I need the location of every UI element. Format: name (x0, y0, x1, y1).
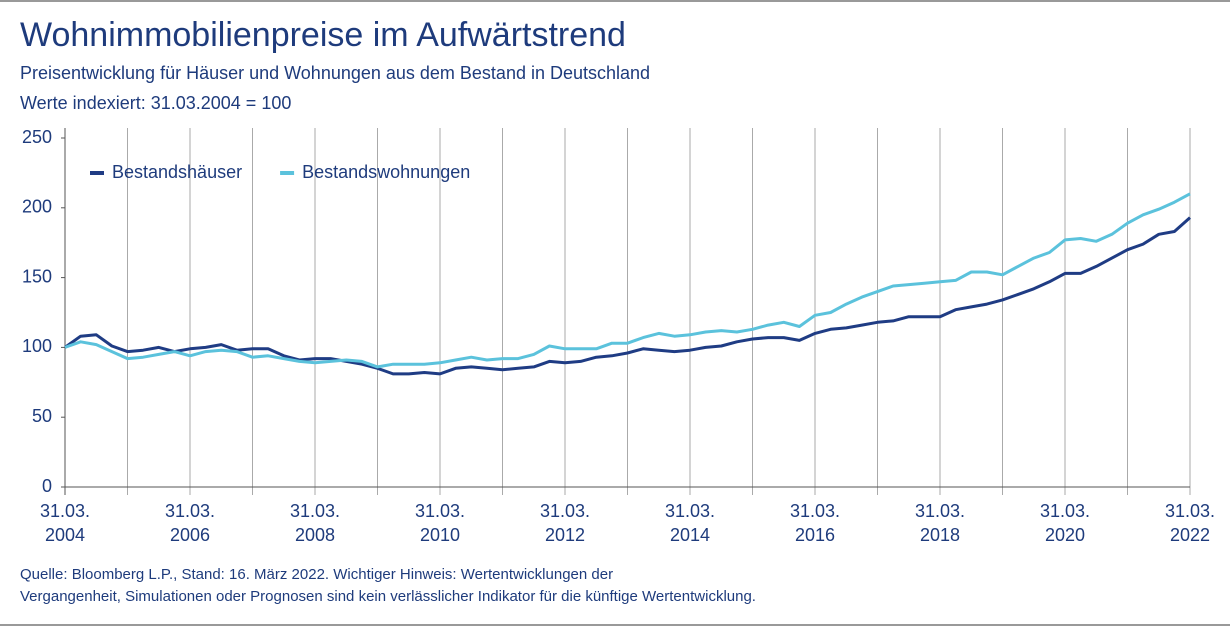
subtitle: Werte indexiert: 31.03.2004 = 100 (20, 93, 292, 113)
x-tick-label: 31.03. 2020 (1039, 501, 1091, 545)
chart-title: Wohnimmobilienpreise im Aufwärtstrend (20, 16, 626, 54)
x-tick-label: 31.03. 2014 (664, 501, 716, 545)
y-tick-label: 200 (22, 197, 52, 217)
note: Quelle: Bloomberg L.P., Stand: 16. März … (20, 566, 614, 583)
y-tick-label: 50 (32, 406, 52, 426)
x-tick-label: 31.03. 2018 (914, 501, 966, 545)
y-tick-label: 250 (22, 127, 52, 147)
x-tick-label: 31.03. 2010 (414, 501, 466, 545)
line-series (64, 216, 1191, 376)
note: Vergangenheit, Simulationen oder Prognos… (20, 588, 756, 605)
legend-label: Bestandshäuser (112, 162, 242, 182)
x-tick-label: 31.03. 2012 (539, 501, 591, 545)
legend-label: Bestandswohnungen (302, 162, 470, 182)
x-tick-label: 31.03. 2022 (1164, 501, 1216, 545)
y-tick-label: 0 (42, 476, 52, 496)
x-tick-label: 31.03. 2008 (289, 501, 341, 545)
x-tick-label: 31.03. 2006 (164, 501, 216, 545)
line-series (64, 192, 1191, 369)
y-tick-label: 150 (22, 266, 52, 286)
subtitle: Preisentwicklung für Häuser und Wohnunge… (20, 63, 651, 83)
y-tick-label: 100 (22, 336, 52, 356)
x-tick-label: 31.03. 2016 (789, 501, 841, 545)
x-tick-label: 31.03. 2004 (39, 501, 91, 545)
